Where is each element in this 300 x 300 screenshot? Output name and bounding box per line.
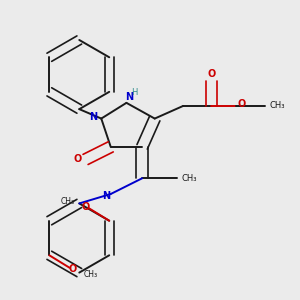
Text: CH₃: CH₃: [61, 197, 75, 206]
Text: CH₃: CH₃: [269, 101, 285, 110]
Text: N: N: [102, 190, 110, 201]
Text: N: N: [89, 112, 98, 122]
Text: H: H: [131, 88, 138, 97]
Text: N: N: [125, 92, 133, 102]
Text: O: O: [82, 202, 90, 212]
Text: O: O: [74, 154, 82, 164]
Text: O: O: [207, 69, 215, 79]
Text: O: O: [237, 99, 245, 110]
Text: O: O: [69, 264, 77, 274]
Text: CH₃: CH₃: [182, 174, 197, 183]
Text: CH₃: CH₃: [84, 270, 98, 279]
